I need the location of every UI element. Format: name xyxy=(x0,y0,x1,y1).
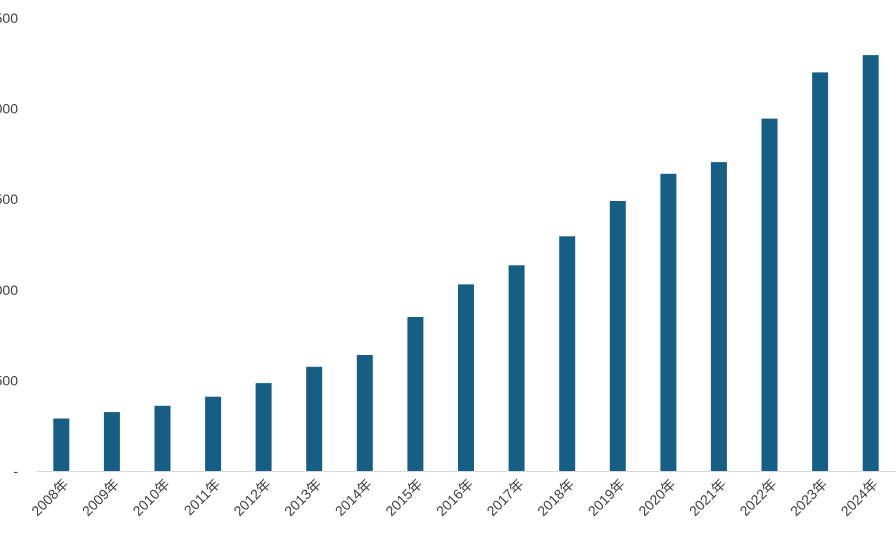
bar-2012年 xyxy=(255,383,272,471)
bar-2018年 xyxy=(559,236,576,471)
bar-2010年 xyxy=(154,405,171,471)
bar-2023年 xyxy=(812,72,829,472)
bar-2013年 xyxy=(306,366,323,471)
y-tick-label: 2500 xyxy=(0,10,18,26)
y-tick-label: - xyxy=(13,463,18,479)
x-category-label: 2024年 xyxy=(838,476,881,519)
x-category-label: 2015年 xyxy=(382,476,425,519)
bar-2014年 xyxy=(356,355,373,471)
bar-2008年 xyxy=(53,418,70,471)
bar-2022年 xyxy=(761,118,778,471)
bar-2015年 xyxy=(407,317,424,471)
x-category-label: 2018年 xyxy=(534,476,577,519)
x-category-label: 2021年 xyxy=(686,476,729,519)
x-category-label: 2022年 xyxy=(736,476,779,519)
x-category-label: 2008年 xyxy=(28,476,71,519)
x-category-label: 2017年 xyxy=(483,476,526,519)
y-axis-tick-labels: - 500 1000 1500 2000 2500 xyxy=(0,10,18,479)
bar-2024年 xyxy=(862,55,879,471)
y-tick-label: 1000 xyxy=(0,282,18,298)
x-category-label: 2016年 xyxy=(433,476,476,519)
x-category-label: 2012年 xyxy=(230,476,273,519)
bar-2011年 xyxy=(205,396,222,471)
x-axis-category-labels: 2008年 2009年 2010年 2011年 2012年 2013年 2014年 2015年… xyxy=(28,476,881,519)
bar-2020年 xyxy=(660,173,677,472)
bar-2009年 xyxy=(103,412,120,471)
bar-2019年 xyxy=(609,201,626,471)
x-category-label: 2014年 xyxy=(332,476,375,519)
x-category-label: 2020年 xyxy=(635,476,678,519)
x-category-label: 2010年 xyxy=(129,476,172,519)
x-category-label: 2009年 xyxy=(79,476,122,519)
x-category-label: 2019年 xyxy=(585,476,628,519)
y-tick-label: 1500 xyxy=(0,191,18,207)
y-tick-label: 2000 xyxy=(0,101,18,117)
bar-2021年 xyxy=(710,162,727,471)
x-category-label: 2023年 xyxy=(787,476,830,519)
x-category-label: 2011年 xyxy=(181,476,224,519)
x-category-label: 2013年 xyxy=(281,476,324,519)
bar-2016年 xyxy=(458,284,474,471)
bar-series xyxy=(53,55,879,472)
bar-2017年 xyxy=(508,265,525,471)
y-tick-label: 500 xyxy=(0,372,18,388)
